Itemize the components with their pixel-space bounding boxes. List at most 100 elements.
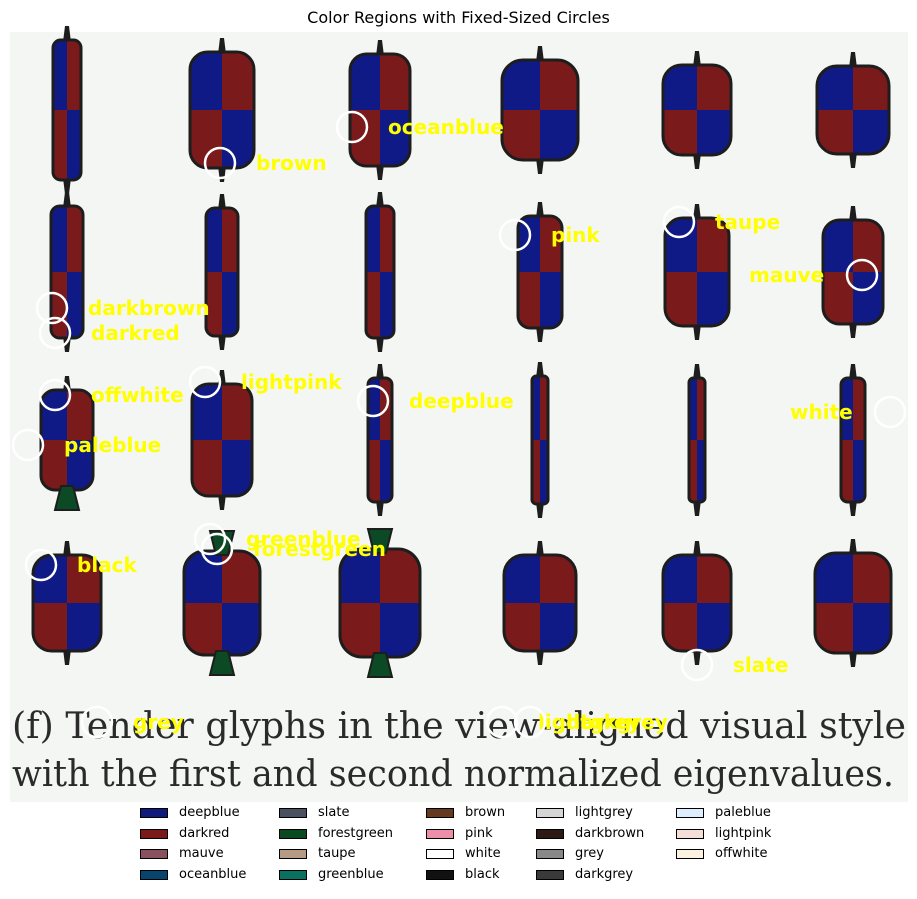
legend-label: forestgreen xyxy=(318,825,394,841)
glyph-stem xyxy=(63,178,71,194)
glyph-stem xyxy=(693,204,701,220)
glyph-quadrant xyxy=(67,206,83,272)
region-label: white xyxy=(790,400,853,424)
glyph xyxy=(821,206,885,338)
caption-line: (f) Tender glyphs in the view-aligned vi… xyxy=(12,706,906,747)
glyph xyxy=(530,362,550,518)
region-circle xyxy=(38,378,72,412)
glyph-quadrant xyxy=(380,272,394,338)
glyph-quadrant xyxy=(823,220,853,272)
glyph-quadrant xyxy=(350,54,380,110)
glyph-outline xyxy=(366,376,394,504)
region-label: grey xyxy=(133,710,184,734)
glyph-quadrant xyxy=(815,553,853,603)
glyph-quadrant xyxy=(663,555,697,603)
region-label: black xyxy=(77,553,138,577)
legend-label: brown xyxy=(465,805,506,820)
glyph-outline xyxy=(821,218,885,326)
glyph-stem xyxy=(693,364,701,380)
glyph-quadrant xyxy=(33,603,67,651)
glyph-quadrant xyxy=(206,272,222,336)
region-circle xyxy=(873,395,907,429)
region-label: taupe xyxy=(715,210,780,234)
glyph-quadrant xyxy=(540,272,562,328)
glyph-quadrant xyxy=(222,440,252,496)
glyph-outline xyxy=(530,374,550,506)
glyph-quadrant xyxy=(697,65,731,110)
glyph xyxy=(31,541,103,665)
glyph-quadrant xyxy=(689,378,697,440)
glyph-quadrant xyxy=(540,555,576,603)
region-label: greenblue xyxy=(246,527,361,551)
glyph-quadrant xyxy=(540,603,576,651)
glyph-quadrant xyxy=(853,220,883,272)
glyph xyxy=(204,194,240,350)
glyph-outline xyxy=(188,50,256,170)
image-caption: (f) Tender glyphs in the view-aligned vi… xyxy=(12,706,906,795)
glyph-quadrant xyxy=(502,60,540,110)
glyph-quadrant xyxy=(540,60,578,110)
glyph-outline xyxy=(500,58,580,162)
region-circle xyxy=(11,428,45,462)
glyph-quadrant xyxy=(67,110,81,180)
glyph-outline xyxy=(49,204,85,340)
glyph-quadrant xyxy=(206,208,222,272)
glyph-stem xyxy=(849,539,857,555)
glyph-outline xyxy=(348,52,412,168)
glyph-stem xyxy=(536,202,544,218)
glyph-quadrant xyxy=(222,208,238,272)
glyph-quadrant xyxy=(853,603,891,653)
glyph-quadrant xyxy=(697,378,705,440)
glyph-quadrant xyxy=(697,555,731,603)
glyph xyxy=(500,46,580,174)
glyph-quadrant xyxy=(184,551,222,603)
glyph-quadrant xyxy=(41,390,67,440)
glyph-stem xyxy=(849,206,857,222)
glyph-stem xyxy=(693,153,701,169)
region-circle xyxy=(845,258,879,292)
glyph-quadrant xyxy=(368,378,380,440)
glyph-quadrant xyxy=(67,40,81,110)
glyph-quadrant xyxy=(366,272,380,338)
glyph-stem xyxy=(536,46,544,62)
glyph-quadrant xyxy=(540,216,562,272)
glyph-quadrant xyxy=(192,440,222,496)
legend-label: deepblue xyxy=(179,805,240,820)
glyph-quadrant xyxy=(841,440,853,502)
glyph-quadrant xyxy=(853,272,883,324)
legend-swatch xyxy=(279,849,307,860)
glyph-quadrant xyxy=(504,555,540,603)
glyph-stem xyxy=(218,194,226,210)
region-circle xyxy=(203,146,237,180)
legend: deepblue darkred mauve oceanblue slate forest… xyxy=(140,804,840,894)
glyph-outline xyxy=(813,551,893,655)
glyph-stem xyxy=(376,40,384,56)
glyph-tail xyxy=(366,652,394,678)
legend-label: mauve xyxy=(179,846,224,862)
glyph-quadrant xyxy=(841,378,853,440)
region-circle xyxy=(80,705,114,739)
legend-swatch xyxy=(426,870,454,881)
glyph-stem xyxy=(218,38,226,54)
glyph-quadrant xyxy=(380,206,394,272)
glyph-quadrant xyxy=(67,440,93,490)
glyph-quadrant xyxy=(815,603,853,653)
region-circle xyxy=(356,384,390,418)
glyph xyxy=(661,541,733,665)
region-label: darkgrey xyxy=(566,710,668,734)
glyph-quadrant xyxy=(366,206,380,272)
glyph-quadrant xyxy=(502,110,540,160)
glyph-quadrant xyxy=(663,65,697,110)
glyph-quadrant xyxy=(853,378,865,440)
glyph xyxy=(348,40,412,180)
glyph-quadrant xyxy=(665,218,697,272)
glyph-stem xyxy=(693,541,701,557)
glyph-stem xyxy=(849,322,857,338)
legend-swatch xyxy=(140,828,168,839)
glyph-quadrant xyxy=(518,216,540,272)
region-circle xyxy=(485,705,519,739)
glyph-quadrant xyxy=(504,603,540,651)
legend-swatch xyxy=(536,849,564,860)
caption-line: with the first and second normalized eig… xyxy=(12,754,894,795)
glyph-quadrant xyxy=(380,110,410,166)
